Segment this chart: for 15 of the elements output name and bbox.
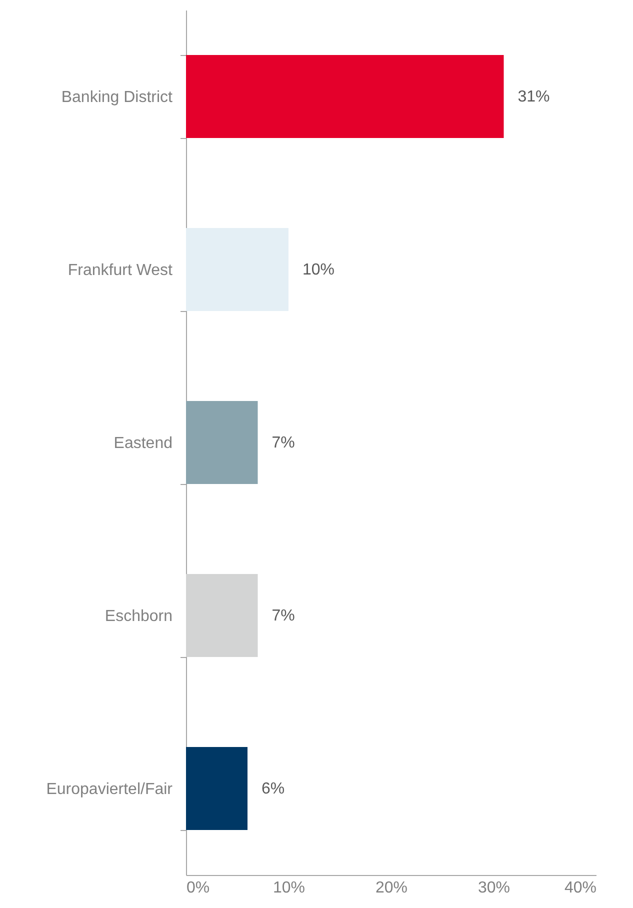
x-tick-label: 30%: [478, 880, 510, 896]
x-tick-label: 10%: [272, 880, 306, 896]
data-label: 31%: [518, 88, 550, 106]
y-tick-label: Eschborn: [104, 608, 172, 625]
y-tick-label: Eastend: [114, 435, 172, 452]
y-tick-label: Frankfurt West: [68, 262, 174, 279]
y-tick-label: Europaviertel/Fair: [46, 781, 174, 798]
y-tick-label: Banking District: [61, 89, 174, 106]
x-tick-label: 0%: [186, 880, 210, 896]
x-tick-label: 40%: [564, 880, 596, 896]
data-label: 6%: [262, 780, 285, 798]
x-tick-label: 20%: [375, 880, 408, 896]
data-label: 10%: [302, 262, 335, 278]
data-label: 7%: [272, 608, 295, 624]
data-label: 7%: [272, 434, 295, 452]
